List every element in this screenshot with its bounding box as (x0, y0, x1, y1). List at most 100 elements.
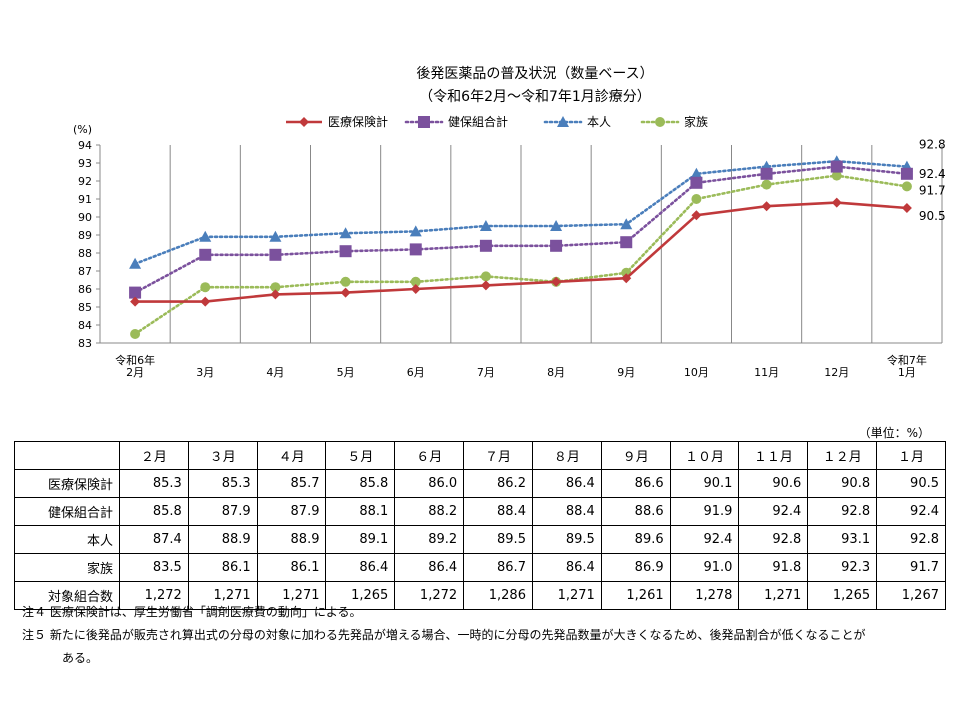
y-tick-label: 84 (78, 319, 92, 332)
data-point-circle (480, 271, 491, 282)
data-point-circle (831, 170, 842, 181)
table-cell: 91.0 (669, 553, 740, 582)
table-header-cell: ７月 (463, 441, 533, 470)
table-cell: 83.5 (119, 553, 189, 582)
table-cell: 86.7 (463, 553, 533, 582)
table-cell: 88.1 (325, 497, 396, 526)
table-row: 対象組合数 1,272 1,271 1,271 1,265 1,272 1,286 1,271… (14, 581, 946, 610)
table-row-label: 医療保険計 (14, 469, 120, 498)
table-unit-label: （単位：%） (858, 426, 930, 440)
series-line (133, 174, 909, 336)
table-row-label: 家族 (14, 553, 120, 582)
data-point-diamond (410, 284, 421, 294)
x-axis-ticks: 令和6年 2月 3月 4月 5月 6月 7月 8月 9月 10月 11月 12月 令和7年 1月 (115, 353, 927, 379)
table-row: 健保組合計 85.8 87.9 87.9 88.1 88.2 88.4 88.4 88.6 91.… (14, 497, 946, 526)
table-cell: 86.4 (531, 553, 602, 582)
series-line (135, 201, 908, 303)
table-cell: 93.1 (807, 525, 878, 554)
legend-marker (418, 116, 430, 128)
y-tick-label: 93 (78, 157, 92, 170)
x-tick-label: 10月 (684, 366, 709, 379)
chart-legend: 医療保険計 健保組合計 本人 家族 (286, 114, 708, 129)
table-cell: 88.2 (394, 497, 465, 526)
table-cell: 92.4 (876, 497, 946, 526)
data-point-circle (340, 276, 351, 287)
table-cell: 90.6 (738, 469, 809, 498)
table-cell: 1,286 (463, 581, 533, 610)
legend-label: 健保組合計 (448, 114, 508, 129)
data-point-square (129, 286, 142, 299)
legend-label: 家族 (684, 114, 708, 129)
data-point-triangle (479, 220, 492, 231)
data-point-triangle (550, 220, 563, 231)
x-tick-label: 9月 (617, 366, 635, 379)
data-point-circle (761, 179, 772, 190)
data-point-diamond (480, 280, 491, 291)
table-cell: 89.2 (394, 525, 465, 554)
x-tick-label: 令和7年 1月 (887, 353, 927, 379)
chart-grid (99, 145, 943, 344)
footnotes: 注４ 医療保険計は、厚生労働省「調剤医療費の動向」による。 注５ 新たに後発品が… (22, 601, 942, 670)
end-value-label: 92.8 (919, 138, 946, 152)
footnote-5: 注５ 新たに後発品が販売され算出式の分母の対象に加わる先発品が増える場合、一時的… (22, 628, 866, 642)
table-header-cell: ４月 (256, 441, 327, 470)
y-tick-label: 83 (78, 337, 92, 350)
series-line (133, 165, 909, 294)
table-cell: 87.4 (119, 525, 189, 554)
table-corner-cell (14, 441, 120, 470)
y-axis-ticks: 83 84 85 86 87 88 89 90 91 92 93 94 (78, 139, 100, 350)
y-axis-unit: (%) (73, 123, 92, 136)
table-cell: 90.1 (669, 469, 740, 498)
data-point-circle (270, 282, 281, 293)
table-cell: 92.3 (807, 553, 878, 582)
table-cell: 88.4 (463, 497, 533, 526)
table-cell: 1,278 (669, 581, 740, 610)
line-chart: 後発医薬品の普及状況（数量ベース） （令和6年2月～令和7年1月診療分） 医療保… (73, 66, 946, 379)
table-cell: 85.3 (119, 469, 189, 498)
data-point-square (830, 160, 843, 173)
data-point-triangle (620, 218, 633, 230)
table-cell: 92.4 (669, 525, 740, 554)
table-cell: 86.6 (600, 469, 671, 498)
table-cell: 89.6 (600, 525, 671, 554)
data-point-diamond (551, 276, 562, 287)
table-cell: 85.8 (119, 497, 189, 526)
x-tick-label: 3月 (196, 366, 214, 379)
data-point-triangle (409, 225, 422, 237)
table-cell: 92.8 (876, 525, 946, 554)
table-header-cell: ８月 (531, 441, 602, 470)
y-tick-label: 86 (78, 283, 92, 296)
x-tick-label: 令和6年 2月 (115, 353, 155, 379)
end-value-label: 90.5 (919, 209, 946, 223)
table-header-cell: １０月 (669, 441, 740, 470)
table-cell: 1,271 (531, 581, 602, 610)
table-row: 本人 87.4 88.9 88.9 89.1 89.2 89.5 89.5 89.6 92.4 92… (14, 525, 946, 554)
table-cell: 85.7 (256, 469, 327, 498)
table-cell: 89.5 (531, 525, 602, 554)
series-line (133, 159, 909, 266)
data-point-diamond (340, 287, 351, 298)
data-point-diamond (200, 296, 211, 307)
table-cell: 86.2 (463, 469, 533, 498)
data-point-circle (691, 194, 702, 204)
data-point-diamond (691, 210, 702, 221)
table-header-cell: ６月 (394, 441, 465, 470)
table-row-label: 健保組合計 (14, 497, 120, 526)
table-header-cell: ３月 (187, 441, 258, 470)
table-header-cell: １１月 (738, 441, 809, 470)
data-point-square (550, 239, 563, 252)
table-cell: 91.7 (876, 553, 946, 582)
table-cell: 88.9 (256, 525, 327, 554)
footnote-5-continued: ある。 (62, 651, 99, 665)
table-cell: 1,265 (807, 581, 878, 610)
data-point-diamond (761, 201, 772, 212)
table-cell: 1,271 (738, 581, 809, 610)
chart-title: 後発医薬品の普及状況（数量ベース） (416, 66, 653, 82)
data-point-square (269, 248, 282, 261)
chart-series (129, 155, 913, 339)
table-cell: 86.4 (394, 553, 465, 582)
data-point-square (199, 248, 212, 261)
data-point-triangle (199, 230, 212, 242)
table-row: 家族 83.5 86.1 86.1 86.4 86.4 86.7 86.4 86.9 91.0 91… (14, 553, 946, 582)
data-point-square (690, 176, 703, 189)
